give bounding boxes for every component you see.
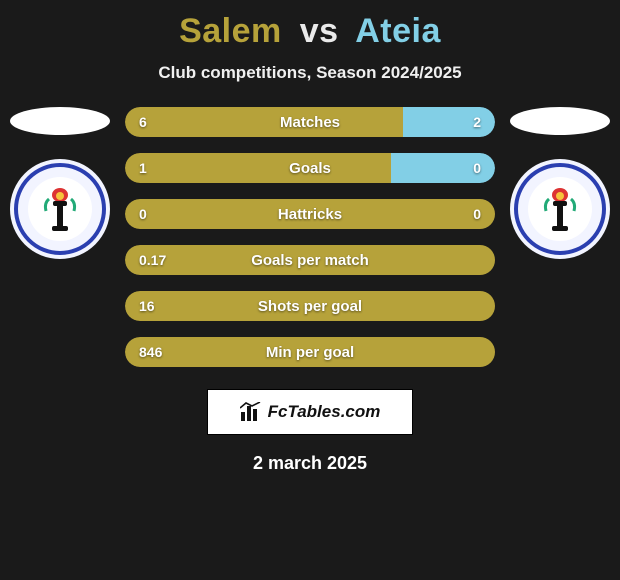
player2-club-badge	[510, 159, 610, 259]
stat-value-right: 2	[473, 114, 481, 130]
comparison-bars: Matches62Goals10Hattricks00Goals per mat…	[125, 107, 495, 367]
stat-value-right: 0	[473, 206, 481, 222]
club-badge-ring	[14, 163, 106, 255]
stat-bar-row: Matches6 2	[125, 107, 495, 137]
stat-value-right: 0	[473, 160, 481, 176]
stat-value-left: 1	[139, 160, 147, 176]
title-vs: vs	[300, 12, 339, 50]
stat-label: Shots per goal	[125, 298, 495, 315]
stat-label: Goals per match	[125, 252, 495, 269]
attribution-box: FcTables.com	[207, 389, 413, 435]
attribution-text: FcTables.com	[268, 402, 381, 422]
comparison-content: Matches62Goals10Hattricks00Goals per mat…	[0, 107, 620, 367]
bar-chart-icon	[240, 402, 262, 422]
stat-value-left: 16	[139, 298, 155, 314]
page-title: Salem vs Ateia	[0, 0, 620, 51]
stat-label: Goals	[125, 160, 495, 177]
title-player1: Salem	[179, 12, 282, 50]
torch-icon	[540, 187, 580, 231]
subtitle: Club competitions, Season 2024/2025	[0, 63, 620, 83]
stat-bar-row: Shots per goal16	[125, 291, 495, 321]
stat-label: Hattricks	[125, 206, 495, 223]
stat-value-left: 6	[139, 114, 147, 130]
player2-ellipse	[510, 107, 610, 135]
club-badge-inner	[28, 177, 92, 241]
stat-label: Matches	[125, 114, 495, 131]
title-player2: Ateia	[355, 12, 441, 50]
stat-label: Min per goal	[125, 344, 495, 361]
stat-bar-row: Hattricks0 0	[125, 199, 495, 229]
stat-bar-row: Goals per match0.17	[125, 245, 495, 275]
player1-ellipse	[10, 107, 110, 135]
stat-value-left: 0.17	[139, 252, 166, 268]
stat-value-left: 0	[139, 206, 147, 222]
player1-club-badge	[10, 159, 110, 259]
torch-icon	[40, 187, 80, 231]
date-line: 2 march 2025	[0, 453, 620, 474]
stat-bar-row: Min per goal846	[125, 337, 495, 367]
club-badge-inner	[528, 177, 592, 241]
stat-value-left: 846	[139, 344, 162, 360]
stat-bar-row: Goals1 0	[125, 153, 495, 183]
club-badge-ring	[514, 163, 606, 255]
